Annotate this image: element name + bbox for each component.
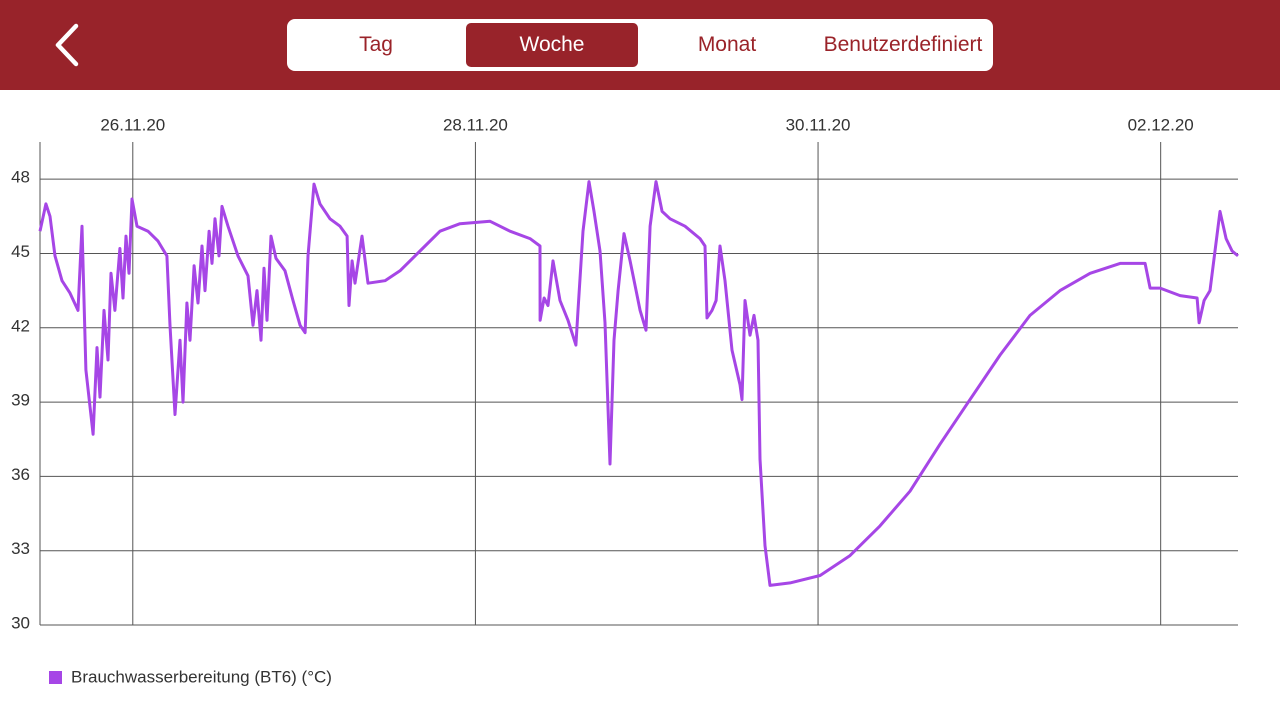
- tab[interactable]: Monat: [697, 33, 757, 56]
- x-tick-label: 30.11.20: [786, 115, 851, 134]
- y-tick-label: 48: [11, 168, 30, 187]
- y-tick-label: 36: [11, 465, 30, 484]
- data-line: [38, 180, 1239, 587]
- x-tick-label: 02.12.20: [1128, 115, 1194, 134]
- back-button[interactable]: [48, 22, 88, 68]
- chart: 30 33 36 39 42 45 48 26.11.20 28.11.20 30.11.20 02…: [11, 115, 1239, 686]
- legend-swatch: [49, 671, 62, 684]
- x-tick-label: 26.11.20: [100, 115, 165, 134]
- tab[interactable]: Benutzerdefiniert: [823, 33, 983, 56]
- x-tick-label: 28.11.20: [443, 115, 508, 134]
- legend-label: Brauchwasserbereitung (BT6) (°C): [71, 667, 332, 686]
- app-header: Tag Woche Monat Benutzerdefiniert: [0, 0, 1280, 90]
- y-tick-label: 42: [11, 316, 30, 335]
- y-tick-label: 39: [11, 391, 30, 410]
- period-selector: Tag Woche Monat Benutzerdefiniert: [287, 19, 993, 71]
- y-tick-label: 30: [11, 613, 30, 632]
- tab[interactable]: Tag: [359, 33, 393, 56]
- tab[interactable]: Woche: [466, 23, 638, 67]
- y-tick-label: 33: [11, 539, 30, 558]
- y-tick-label: 45: [11, 242, 30, 261]
